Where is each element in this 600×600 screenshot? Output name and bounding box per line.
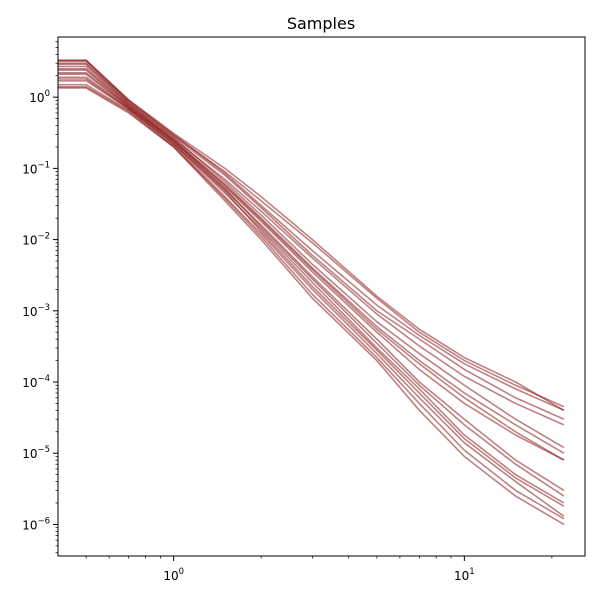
series-line-13	[58, 78, 565, 507]
y-tick-label-4: 10−3	[22, 303, 50, 319]
plot-frame	[57, 36, 586, 557]
chart-title: Samples	[287, 14, 355, 33]
series-line-15	[58, 59, 565, 412]
series-line-8	[58, 83, 565, 517]
y-tick-label-6: 10−5	[22, 445, 50, 461]
x-tick-label-2: 101	[454, 567, 475, 583]
series-line-11	[58, 63, 565, 449]
y-tick-label-1: 100	[29, 89, 50, 105]
series-line-9	[58, 87, 565, 526]
y-tick-label-3: 10−2	[22, 232, 50, 248]
series-line-10	[58, 60, 565, 408]
y-tick-label-7: 10−6	[22, 516, 50, 532]
x-tick-label-1: 100	[163, 567, 184, 583]
y-tick-label-5: 10−4	[22, 374, 50, 390]
series-line-2	[58, 62, 565, 420]
axes-layer: 100 10−1 10−2 10−3 10−4 10−5 10−6 100 101	[22, 41, 553, 583]
y-tick-label-2: 10−1	[22, 160, 50, 176]
series-line-12	[58, 71, 565, 497]
series-line-14	[58, 68, 565, 461]
series-layer	[58, 59, 565, 526]
series-line-16	[58, 85, 565, 520]
